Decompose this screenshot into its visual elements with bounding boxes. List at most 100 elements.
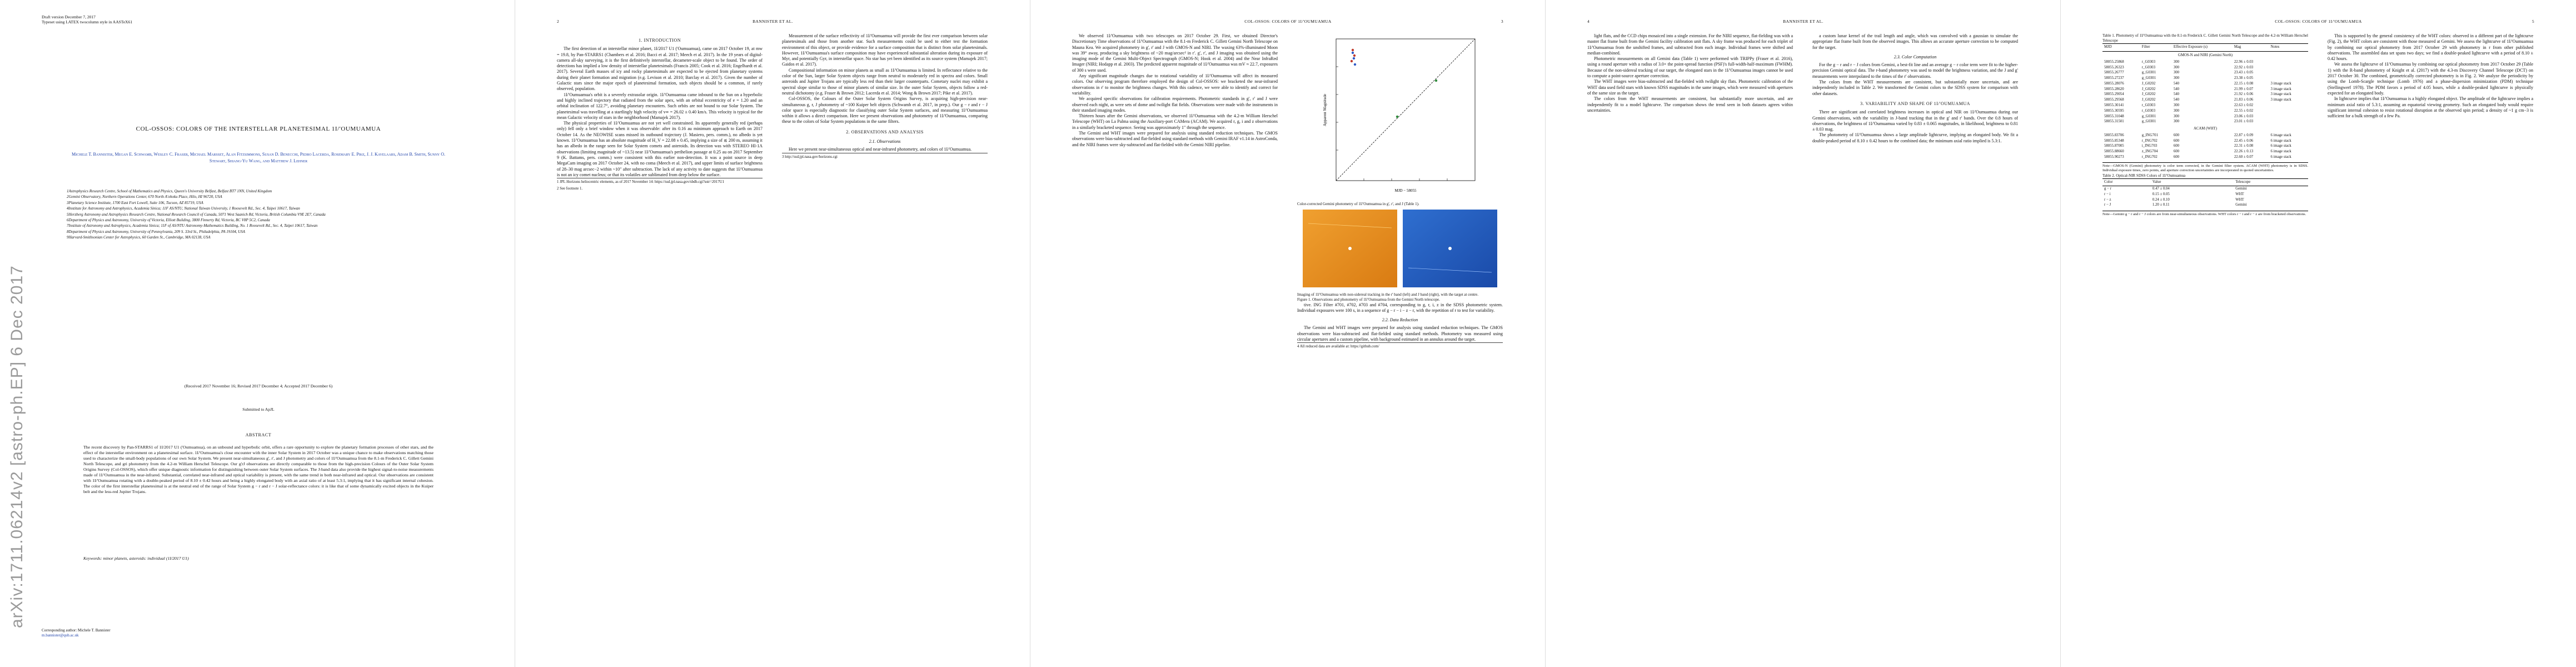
table-cell: 58055.28076 — [2104, 81, 2124, 86]
table-cell: 58055.28620 — [2104, 87, 2124, 91]
table-cell: 22.92 ± 0.03 — [2234, 65, 2254, 69]
table-cell: 21.83 ± 0.06 — [2234, 98, 2254, 102]
table-cell: r_G0303 — [2141, 108, 2155, 113]
footnote: 3 http://ssd.jpl.nasa.gov/horizons.cgi — [782, 152, 988, 160]
point — [1353, 54, 1356, 57]
paragraph: Compositional information on minor plane… — [782, 67, 988, 96]
paragraph: Here we present near-simultaneous optica… — [789, 147, 972, 152]
table-cell: 300 — [2173, 108, 2180, 113]
table-cell: 0.47 ± 0.04 — [2152, 187, 2170, 191]
page-number: 3 — [1501, 19, 1503, 24]
table-cell: 300 — [2173, 65, 2180, 69]
table-cell: J_G0202 — [2141, 98, 2156, 102]
table-cell: g_G0301 — [2141, 120, 2156, 124]
affiliation: 3Planetary Science Institute, 1700 East … — [67, 200, 203, 205]
table-section-row: GMOS-N and NIRI (Gemini North) — [2102, 51, 2308, 59]
table-cell: 23.06 ± 0.03 — [2234, 114, 2254, 118]
table-cell: 600 — [2173, 133, 2180, 137]
column: This is supported by the general consist… — [2328, 33, 2533, 650]
table-2: Color Value Telescope g − r 0.47 ± 0.04 Gemin… — [2102, 178, 2308, 208]
column: We observed 1I/'Oumuamua with two telesc… — [1072, 33, 1278, 650]
running-head: COL-OSSOS: COLORS OF 1I/'OUMUAMUA — [1244, 19, 1332, 24]
table-1: MJD Filter Effective Exposure (s) Mag Notes G… — [2102, 43, 2308, 160]
table-cell: 22.63 ± 0.02 — [2234, 103, 2254, 108]
page-5: COL-OSSOS: COLORS OF 1I/'OUMUAMUA 5 Tabl… — [2061, 0, 2576, 667]
table-cell: 58055.30141 — [2104, 103, 2124, 108]
table-note: Note—GMOS-N (Gemini) photometry is color… — [2102, 162, 2308, 173]
affiliation: 2Gemini Observatory, Northern Operations… — [67, 195, 222, 200]
table-cell: r − i — [2104, 192, 2111, 196]
table-row: 58055.28076 J_G0202 540 22.15 ± 0.08 3 image… — [2102, 81, 2308, 87]
section-heading: 1. INTRODUCTION — [639, 38, 681, 43]
paragraph: Thirteen hours after the Gemini observat… — [1072, 113, 1278, 130]
table-row: 58055.26323 r_G0303 300 22.92 ± 0.03 — [2102, 65, 2308, 71]
table-header-cell: Value — [2150, 178, 2234, 187]
keywords: Keywords: minor planets, asteroids: indi… — [83, 556, 189, 561]
paragraph: We acquired specific observations for ca… — [1072, 96, 1278, 113]
abstract-heading: ABSTRACT — [245, 432, 272, 437]
table-cell — [2269, 120, 2308, 125]
table-cell: 6 image stack — [2270, 155, 2291, 159]
page-2: 2 BANNISTER ET AL. 1. INTRODUCTION The f… — [515, 0, 1030, 667]
table-cell: g_ING701 — [2141, 133, 2158, 137]
table-row: 58055.85348 r_ING702 600 22.45 ± 0.06 6 imag… — [2102, 138, 2308, 144]
paragraph: We assess the lightcurve of 1I/'Oumuamua… — [2328, 62, 2533, 96]
ticks — [1336, 66, 1448, 181]
running-head: BANNISTER ET AL. — [753, 19, 793, 24]
table-row: 58055.28620 J_G0202 540 21.99 ± 0.07 3 image… — [2102, 87, 2308, 92]
paragraph: We observed 1I/'Oumuamua with two telesc… — [1072, 33, 1278, 73]
table-cell: 22.55 ± 0.02 — [2234, 108, 2254, 113]
column: Measurement of the surface reflectivity … — [782, 33, 988, 650]
table-cell: 58055.90273 — [2104, 155, 2124, 159]
table-cell: 3 image stack — [2270, 98, 2291, 102]
subsection-heading: 2.2. Data Reduction — [1382, 317, 1418, 323]
table-cell: 22.31 ± 0.08 — [2234, 144, 2254, 148]
point — [1351, 51, 1354, 54]
table-cell: i_ING703 — [2141, 144, 2158, 148]
received: (Received 2017 November 16; Revised 2017… — [184, 384, 333, 389]
table-row: 58055.87005 i_ING703 600 22.31 ± 0.08 6 imag… — [2102, 144, 2308, 150]
footnote: 2 See footnote 1. — [557, 186, 583, 191]
paragraph: The photometry of 1I/'Oumuamua shows a l… — [1812, 132, 2018, 143]
table-row: 58055.83706 g_ING701 600 22.87 ± 0.09 6 imag… — [2102, 133, 2308, 138]
table-cell: J_G0202 — [2141, 92, 2156, 97]
table-cell: 300 — [2173, 76, 2180, 81]
table-row: 58055.31048 g_G0301 300 23.06 ± 0.03 — [2102, 114, 2308, 120]
subcaption: Imaging of 1I/'Oumuamua with non-siderea… — [1297, 292, 1479, 297]
table-cell: J_G0202 — [2141, 87, 2156, 91]
subsection-heading: 2.3. Color Computation — [1894, 54, 1937, 59]
paragraph: Photometric measurements on all Gemini d… — [1587, 56, 1793, 79]
table-header-cell: Filter — [2140, 43, 2172, 52]
table-row: 58055.26777 g_G0301 300 23.43 ± 0.05 — [2102, 71, 2308, 76]
table-cell: 540 — [2173, 87, 2180, 91]
affiliation: 5Herzberg Astronomy and Astrophysics Res… — [67, 212, 326, 217]
table-cell: 6 image stack — [2270, 133, 2291, 137]
table-row: 58055.29054 J_G0202 540 21.92 ± 0.06 3 image… — [2102, 92, 2308, 98]
table-cell: 21.92 ± 0.06 — [2234, 92, 2254, 97]
table-cell: 58055.87005 — [2104, 144, 2124, 148]
table-cell: 0.24 ± 0.10 — [2152, 197, 2170, 202]
figure-images — [1303, 210, 1497, 288]
table-cell — [2269, 65, 2308, 71]
table-cell: 600 — [2173, 150, 2180, 154]
points-green — [1396, 79, 1438, 118]
table-section-label: ACAM (WHT) — [2193, 126, 2218, 131]
point — [1351, 48, 1354, 52]
paragraph: Col-OSSOS, the Colours of the Outer Sola… — [782, 96, 988, 125]
table-cell — [2269, 108, 2308, 114]
table-cell: r − J — [2104, 203, 2111, 207]
table-cell: 300 — [2173, 120, 2180, 124]
affiliation: 4Institute for Astronomy and Astrophysic… — [67, 206, 300, 211]
table-cell: 0.15 ± 0.05 — [2152, 192, 2170, 196]
table-cell: WHT — [2235, 192, 2244, 196]
plot-frame — [1336, 38, 1476, 181]
table-cell: z_ING704 — [2141, 150, 2158, 154]
table-cell: 58055.83706 — [2104, 133, 2124, 137]
table-cell: r_ING702 — [2141, 138, 2158, 143]
table-cell: 1.20 ± 0.11 — [2152, 203, 2170, 207]
page-number: 2 — [557, 19, 560, 24]
corresponding: Corresponding author: Michele T. Bannist… — [42, 628, 111, 638]
table-cell: r_G0303 — [2141, 65, 2155, 69]
table-caption: Table 1. Photometry of 1I/'Oumuamua with… — [2102, 33, 2308, 43]
